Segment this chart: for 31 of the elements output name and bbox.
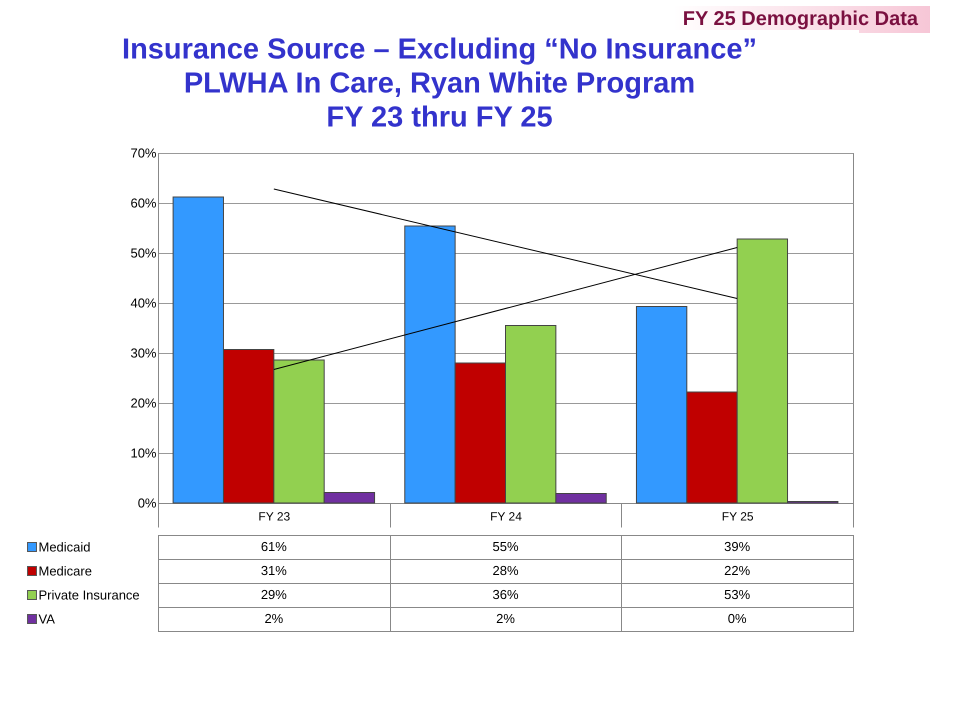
data-label: 2% [496,611,516,626]
data-label: 39% [724,539,751,554]
data-label: 61% [260,539,288,554]
y-tick-label: 30% [130,346,157,360]
y-tick-label: 50% [130,246,157,260]
x-tick-label: FY 24 [490,510,522,524]
data-label: 53% [724,587,751,602]
data-label: 36% [492,587,519,602]
y-tick-label: 0% [138,496,157,510]
data-label: 28% [492,563,519,578]
legend-label: VA [38,612,56,626]
data-label: 31% [260,563,288,578]
text: FY 23 thru FY 25 [326,102,553,134]
legend-label: Medicare [38,564,92,578]
data-label: 2% [264,611,284,626]
data-label: 29% [260,587,288,602]
y-tick-label: 60% [130,196,157,210]
text: PLWHA In Care, Ryan White Program [184,68,696,100]
x-tick-label: FY 23 [258,510,291,524]
data-label: 0% [728,611,747,626]
legend-label: Private Insurance [38,588,140,602]
data-label: 22% [724,563,751,578]
text: Insurance Source – Excluding “No Insurance” [122,34,757,66]
y-tick-label: 10% [130,446,157,460]
text: FY 25 Demographic Data [670,6,930,33]
data-label: 55% [492,539,519,554]
y-tick-label: 20% [130,396,157,410]
legend-label: Medicaid [38,540,91,554]
x-tick-label: FY 25 [722,510,754,524]
y-tick-label: 70% [130,146,157,160]
y-tick-label: 40% [130,296,157,310]
